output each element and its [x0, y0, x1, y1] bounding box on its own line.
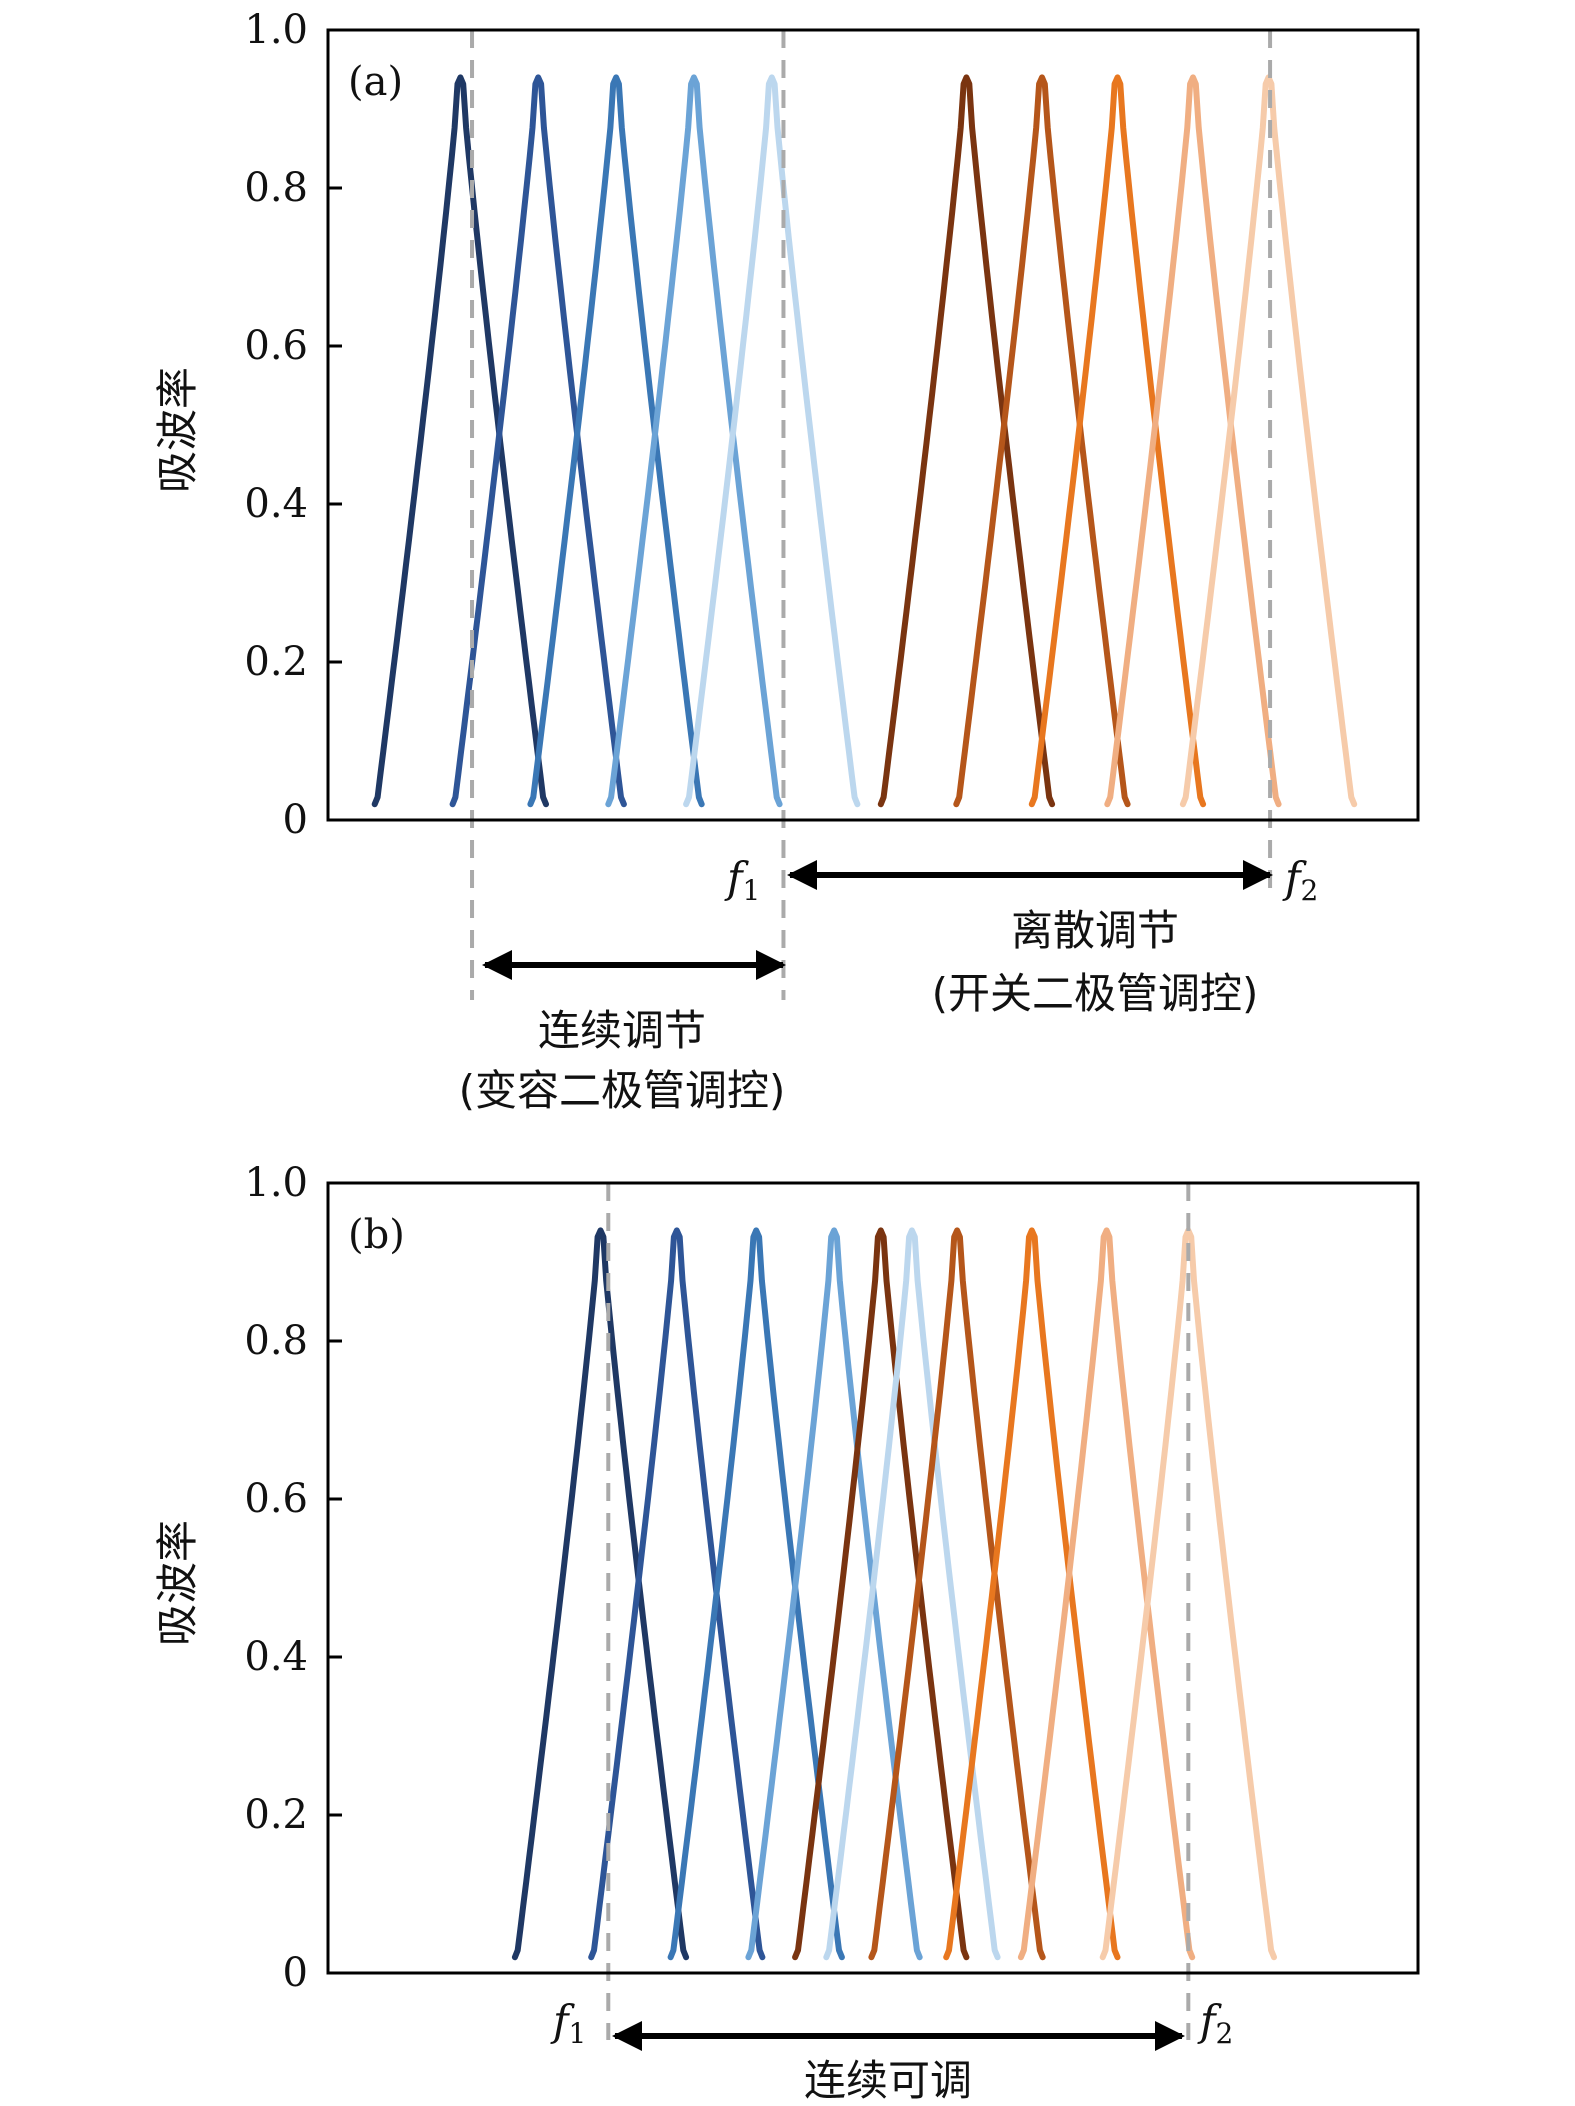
a-series-orange-3	[1028, 74, 1207, 808]
b-ytick-label-0: 0	[283, 1950, 308, 1996]
b-series-blue-1	[511, 1227, 690, 1961]
panel-b-ylabel: 吸波率	[153, 1520, 202, 1646]
panel-b-label: (b)	[348, 1212, 405, 1258]
panel-a-f2-label: f2	[1282, 853, 1318, 907]
a-series-orange-1	[877, 74, 1056, 808]
panel-a-label: (a)	[348, 59, 403, 105]
panel-a-y-axis: 0 0.2 0.4 0.6 0.8 1.0	[244, 7, 342, 843]
panel-a-continuous-title: 连续调节	[538, 1006, 706, 1055]
a-series-orange-2	[953, 74, 1131, 808]
b-ytick-label-3: 0.6	[244, 1476, 308, 1522]
panel-a-dashed-markers	[470, 30, 1273, 1000]
a-series-blue-5	[683, 74, 861, 808]
b-ytick-label-1: 0.2	[244, 1792, 308, 1838]
panel-a-chart: 0 0.2 0.4 0.6 0.8 1.0 吸波率 (a) f1 f2 离散调节 (开关二…	[153, 7, 1420, 1115]
b-ytick-label-2: 0.4	[244, 1634, 308, 1680]
b-series-blue-5	[823, 1227, 1001, 1961]
panel-b-chart: 0 0.2 0.4 0.6 0.8 1.0 吸波率 (b) f1 f2 连续可调	[153, 1160, 1420, 2105]
a-ytick-label-0: 0	[283, 797, 308, 843]
a-ytick-label-5: 1.0	[244, 7, 308, 53]
b-series-orange-2	[868, 1227, 1046, 1961]
a-ytick-label-2: 0.4	[244, 481, 308, 527]
a-series-blue-2	[449, 74, 627, 808]
b-ytick-label-4: 0.8	[244, 1318, 308, 1364]
b-series-orange-1	[792, 1227, 970, 1961]
a-ytick-label-4: 0.8	[244, 165, 308, 211]
a-series-blue-1	[371, 74, 549, 808]
panel-a-continuous-subtitle: (变容二极管调控)	[459, 1066, 786, 1115]
b-ytick-label-5: 1.0	[244, 1160, 308, 1206]
b-series-blue-2	[588, 1227, 766, 1961]
b-series-blue-3	[667, 1227, 845, 1961]
b-series-blue-4	[745, 1227, 923, 1961]
panel-a-discrete-subtitle: (开关二极管调控)	[932, 969, 1259, 1018]
panel-a-frame	[326, 28, 1420, 822]
panel-a-discrete-title: 离散调节	[1011, 906, 1179, 955]
a-series-blue-4	[605, 74, 783, 808]
panel-b-dashed-markers	[606, 1183, 1191, 2040]
panel-b-frame	[326, 1181, 1420, 1975]
b-series-orange-3	[943, 1227, 1121, 1961]
panel-b-curves	[511, 1227, 1277, 1961]
a-ytick-label-1: 0.2	[244, 639, 308, 685]
b-series-orange-4	[1017, 1227, 1196, 1961]
panel-b-f2-label: f2	[1197, 1996, 1233, 2050]
panel-a-f1-label: f1	[724, 853, 760, 907]
panel-b-y-axis: 0 0.2 0.4 0.6 0.8 1.0	[244, 1160, 342, 1996]
panel-a-curves	[371, 74, 1358, 808]
a-series-orange-4	[1104, 74, 1282, 808]
a-series-blue-3	[527, 74, 705, 808]
panel-b-f1-label: f1	[550, 1996, 586, 2050]
panel-b-continuous-title: 连续可调	[804, 2056, 972, 2105]
a-ytick-label-3: 0.6	[244, 323, 308, 369]
panel-a-ylabel: 吸波率	[153, 367, 202, 493]
